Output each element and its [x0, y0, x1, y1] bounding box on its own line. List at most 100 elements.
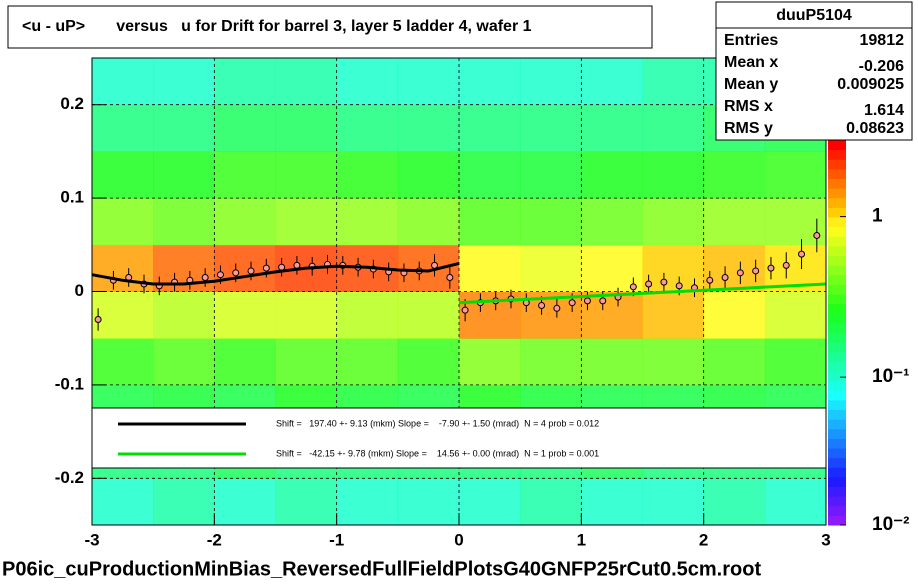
- heatmap-cell: [764, 478, 827, 526]
- heatmap-cell: [275, 198, 338, 246]
- heatmap-cell: [92, 151, 154, 199]
- x-tick-label: 1: [577, 530, 586, 549]
- heatmap-cell: [642, 151, 705, 199]
- colorbar-segment: [828, 342, 846, 353]
- heatmap-cell: [459, 58, 521, 106]
- heatmap-cell: [459, 478, 521, 526]
- heatmap-cell: [397, 244, 460, 292]
- y-tick-label: -0.1: [55, 374, 84, 393]
- heatmap-cell: [520, 198, 582, 246]
- profile-point: [721, 273, 729, 281]
- frame: [91, 57, 827, 526]
- heatmap-cell: [214, 291, 276, 339]
- heatmap-cell: [581, 291, 643, 339]
- heatmap-cell: [214, 58, 276, 106]
- heatmap-cell: [397, 338, 460, 386]
- heatmap-cell: [153, 291, 215, 339]
- colorbar-segment: [828, 226, 846, 237]
- colorbar-segment: [828, 255, 846, 266]
- heatmap-cell: [275, 478, 338, 526]
- profile-point: [752, 267, 760, 275]
- colorbar-segment: [828, 236, 846, 247]
- profile-point: [216, 271, 224, 279]
- profile-point: [293, 261, 301, 269]
- profile-point: [782, 261, 790, 269]
- profile-point: [446, 273, 454, 281]
- colorbar-segment: [828, 274, 846, 285]
- heatmap-cell: [336, 291, 399, 339]
- colorbar-segment: [828, 178, 846, 189]
- heatmap-cell: [459, 151, 521, 199]
- heatmap-cell: [397, 198, 460, 246]
- heatmap-cell: [581, 338, 643, 386]
- heatmap-cell: [642, 338, 705, 386]
- heatmap-cell: [642, 244, 705, 292]
- colorbar-segment: [828, 409, 846, 420]
- heatmap-cell: [581, 58, 643, 106]
- footer: P06ic_cuProductionMinBias_ReversedFullFi…: [2, 558, 761, 580]
- heatmap-cell: [520, 244, 582, 292]
- heatmap-cell: [642, 104, 705, 152]
- fit-line: [91, 262, 460, 286]
- colorbar-segment: [828, 303, 846, 314]
- heatmap-cell: [459, 104, 521, 152]
- profile-point: [262, 264, 270, 272]
- heatmap-cell: [92, 104, 154, 152]
- heatmap-cell: [642, 198, 705, 246]
- heatmap-cell: [336, 478, 399, 526]
- heatmap-cell: [214, 104, 276, 152]
- heatmap-cell: [214, 151, 276, 199]
- heatmap-cell: [153, 198, 215, 246]
- heatmap-cell: [642, 58, 705, 106]
- stats-label: Mean y: [724, 76, 778, 93]
- heatmap-cell: [459, 198, 521, 246]
- heatmap-cell: [703, 151, 766, 199]
- profile-point: [538, 302, 546, 310]
- heatmap-cell: [214, 198, 276, 246]
- heatmap-cell: [275, 291, 338, 339]
- stats-label: RMS x: [724, 98, 773, 115]
- profile-point: [767, 264, 775, 272]
- heatmap-cell: [520, 151, 582, 199]
- colorbar-segment: [828, 467, 846, 478]
- profile-point: [247, 267, 255, 275]
- stats-label: Mean x: [724, 54, 778, 71]
- heatmap-cell: [459, 244, 521, 292]
- heatmap-cell: [703, 291, 766, 339]
- heatmap-cell: [642, 478, 705, 526]
- colorbar-segment: [828, 486, 846, 497]
- chart-title: <u - uP> versus u for Drift for barrel 3…: [22, 18, 532, 35]
- stats-label: Entries: [724, 32, 778, 49]
- heatmap-cell: [397, 58, 460, 106]
- stats-value: 0.08623: [846, 120, 904, 137]
- profile-point: [201, 273, 209, 281]
- colorbar-label: 10⁻¹: [872, 366, 910, 387]
- heatmap-cell: [764, 151, 827, 199]
- y-tick-label: 0.1: [60, 188, 84, 207]
- legend-box: [91, 407, 827, 469]
- heatmap-cell: [336, 58, 399, 106]
- y-tick-label: -0.2: [55, 468, 84, 487]
- heatmap-cell: [92, 478, 154, 526]
- heatmap-cell: [336, 198, 399, 246]
- heatmap-cell: [153, 104, 215, 152]
- profile-point: [583, 297, 591, 305]
- heatmap-cell: [703, 198, 766, 246]
- stats-value: -0.206: [859, 58, 904, 75]
- colorbar-segment: [828, 159, 846, 170]
- heatmap-cell: [92, 198, 154, 246]
- profile-point: [599, 297, 607, 305]
- profile-point: [675, 282, 683, 290]
- colorbar-label: 1: [872, 206, 883, 227]
- heatmap-cell: [642, 291, 705, 339]
- profile-point: [660, 278, 668, 286]
- colorbar-segment: [828, 361, 846, 372]
- heatmap-cell: [214, 338, 276, 386]
- stats-box: [715, 1, 913, 141]
- colorbar-segment: [828, 419, 846, 430]
- stats-label: RMS y: [724, 120, 773, 137]
- heatmap-cell: [703, 338, 766, 386]
- profile-point: [461, 306, 469, 314]
- colorbar-label: 10⁻²: [872, 514, 910, 535]
